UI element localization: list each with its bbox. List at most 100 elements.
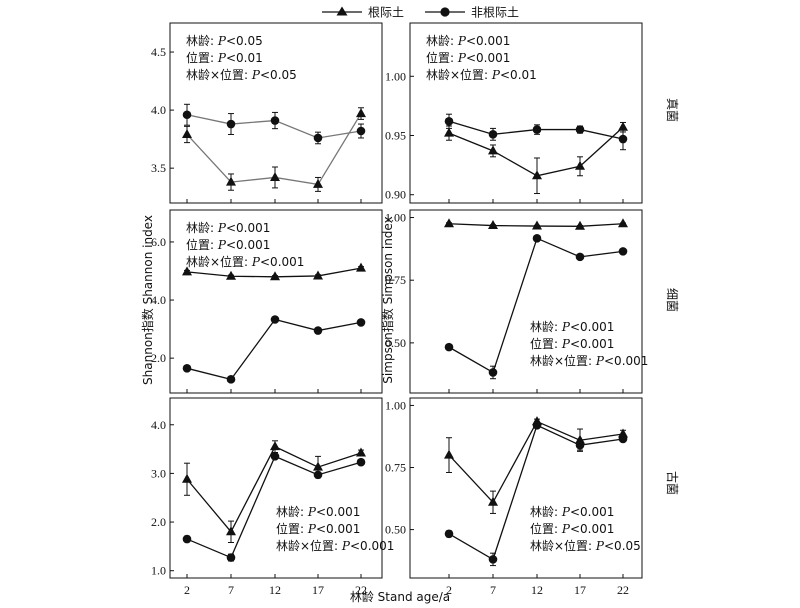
x-tick-label: 12 bbox=[531, 583, 543, 597]
series-rhizosphere bbox=[444, 218, 628, 230]
y-tick-label: 4.5 bbox=[151, 45, 166, 59]
triangle-marker bbox=[313, 270, 323, 280]
y-tick-label: 1.00 bbox=[385, 69, 406, 83]
circle-marker bbox=[575, 252, 585, 262]
triangle-marker bbox=[182, 473, 192, 483]
panels: 3.5 4.0 4.5 林龄: P<0.05 位置: P<0.01 林龄×位置: P<0.… bbox=[151, 22, 648, 597]
legend-label-bulk-soil: 非根际土 bbox=[471, 6, 519, 20]
circle-marker bbox=[226, 553, 236, 562]
stat-line: 林龄×位置: P<0.05 bbox=[530, 538, 641, 553]
x-tick-label: 12 bbox=[269, 583, 281, 597]
triangle-marker bbox=[488, 496, 498, 506]
triangle-marker bbox=[444, 449, 454, 459]
panel-bacteria-simpson: 0.50 0.75 1.00 林龄: P<0.001 位置: P<0.001 林龄×位置:… bbox=[385, 209, 648, 394]
triangle-marker bbox=[444, 127, 454, 137]
stat-line: 林龄×位置: P<0.001 bbox=[276, 538, 394, 553]
triangle-marker bbox=[575, 434, 585, 444]
stat-line: 位置: P<0.01 bbox=[186, 50, 263, 65]
y-tick-label: 1.0 bbox=[151, 564, 166, 578]
circle-marker bbox=[618, 134, 628, 144]
circle-marker bbox=[532, 125, 542, 134]
circle-marker bbox=[444, 342, 454, 352]
x-tick-label: 2 bbox=[446, 583, 452, 597]
legend-item-rhizosphere: 根际土 bbox=[322, 6, 404, 20]
panel-archaea-simpson: 0.50 0.75 1.00 2 7 12 17 22 林龄: P<0.001 位置: P<0.0… bbox=[385, 397, 643, 597]
stat-line: 林龄×位置: P<0.05 bbox=[186, 67, 297, 82]
triangle-marker bbox=[270, 441, 280, 451]
y-tick-label: 0.95 bbox=[385, 129, 406, 143]
x-tick-label: 22 bbox=[355, 583, 367, 597]
y-tick-label: 2.0 bbox=[151, 515, 166, 529]
y-tick-label: 4.0 bbox=[151, 293, 166, 307]
x-tick-label: 22 bbox=[617, 583, 629, 597]
y-tick-label: 3.5 bbox=[151, 161, 166, 175]
row-label-fungi: 真菌 bbox=[665, 98, 679, 122]
triangle-marker bbox=[182, 128, 192, 138]
triangle-marker bbox=[618, 218, 628, 228]
stat-line: 位置: P<0.001 bbox=[530, 336, 614, 351]
panel-fungi-shannon: 3.5 4.0 4.5 林龄: P<0.05 位置: P<0.01 林龄×位置: P<0.… bbox=[151, 22, 383, 204]
y-axis-title-simpson: Simpson指数 Simpson index bbox=[380, 216, 395, 383]
stat-line: 位置: P<0.001 bbox=[186, 237, 270, 252]
stat-line: 位置: P<0.001 bbox=[426, 50, 510, 65]
triangle-marker bbox=[356, 447, 366, 457]
circle-marker bbox=[270, 315, 280, 324]
circle-marker bbox=[182, 534, 192, 544]
x-tick-label: 2 bbox=[184, 583, 190, 597]
stat-line: 林龄: P<0.001 bbox=[186, 221, 270, 235]
circle-marker bbox=[488, 555, 498, 564]
series-rhizosphere bbox=[182, 440, 366, 543]
circle-marker bbox=[618, 434, 628, 444]
triangle-marker-icon bbox=[336, 6, 348, 16]
legend-item-bulk-soil: 非根际土 bbox=[425, 6, 519, 20]
stat-line: 林龄: P<0.05 bbox=[186, 34, 263, 48]
series-rhizosphere bbox=[182, 107, 366, 192]
circle-marker bbox=[313, 133, 323, 143]
y-tick-label: 1.00 bbox=[385, 211, 406, 225]
series-bulk-soil bbox=[182, 452, 366, 562]
triangle-marker bbox=[575, 160, 585, 170]
legend: 根际土 非根际土 bbox=[322, 6, 519, 20]
panel-frame bbox=[169, 209, 383, 394]
circle-marker bbox=[270, 452, 280, 461]
row-label-bacteria: 细菌 bbox=[665, 288, 679, 312]
y-tick-label: 0.50 bbox=[385, 336, 406, 350]
series-bulk-soil bbox=[444, 234, 628, 380]
x-tick-label: 7 bbox=[228, 583, 234, 597]
triangle-marker bbox=[488, 145, 498, 155]
triangle-marker bbox=[532, 170, 542, 180]
triangle-marker bbox=[182, 266, 192, 276]
circle-marker bbox=[182, 110, 192, 120]
circle-marker bbox=[313, 326, 323, 335]
y-tick-label: 4.0 bbox=[151, 418, 166, 432]
stat-line: 林龄: P<0.001 bbox=[426, 34, 510, 48]
triangle-marker bbox=[488, 220, 498, 230]
panel-frame bbox=[409, 22, 643, 204]
x-tick-label: 7 bbox=[490, 583, 496, 597]
circle-marker-icon bbox=[440, 7, 450, 17]
panel-frame bbox=[169, 22, 383, 204]
circle-marker bbox=[488, 368, 498, 377]
circle-marker bbox=[444, 116, 454, 126]
panel-frame bbox=[409, 397, 643, 579]
stat-line: 林龄: P<0.001 bbox=[276, 505, 360, 519]
x-tick-label: 17 bbox=[574, 583, 586, 597]
triangle-marker bbox=[444, 218, 454, 228]
y-tick-label: 0.50 bbox=[385, 523, 406, 537]
row-label-archaea: 古菌 bbox=[665, 471, 680, 495]
y-axis-title-shannon: Shannon指数 Shannon index bbox=[140, 215, 155, 385]
triangle-marker bbox=[226, 270, 236, 280]
series-bulk-soil bbox=[182, 103, 366, 145]
stat-line: 林龄: P<0.001 bbox=[530, 320, 614, 334]
triangle-marker bbox=[270, 271, 280, 281]
y-tick-label: 2.0 bbox=[151, 351, 166, 365]
series-line bbox=[448, 237, 624, 374]
circle-marker bbox=[270, 116, 280, 125]
x-axis-title: 林龄 Stand age/a bbox=[350, 590, 450, 604]
triangle-marker bbox=[356, 262, 366, 272]
panel-frame bbox=[169, 397, 383, 579]
panel-fungi-simpson: 0.90 0.95 1.00 林龄: P<0.001 位置: P<0.001 林龄×位置:… bbox=[385, 22, 643, 204]
legend-label-rhizosphere: 根际土 bbox=[368, 6, 404, 20]
series-bulk-soil bbox=[182, 315, 366, 384]
